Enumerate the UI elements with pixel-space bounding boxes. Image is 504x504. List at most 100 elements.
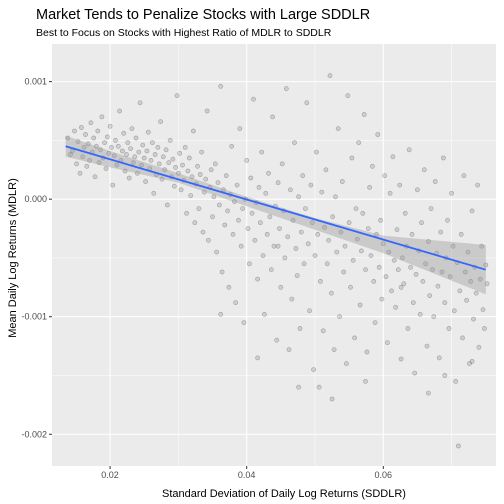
data-point (363, 267, 368, 273)
data-point (393, 304, 398, 310)
data-point (473, 290, 479, 296)
data-point (218, 83, 224, 89)
data-point (261, 311, 267, 317)
chart-subtitle: Best to Focus on Stocks with Highest Rat… (36, 27, 332, 39)
data-point (155, 144, 161, 150)
data-point (289, 296, 295, 302)
data-point (333, 194, 338, 200)
data-point (92, 174, 98, 180)
y-tick-label: 0.001 (24, 77, 47, 87)
data-point (158, 119, 163, 124)
data-point (466, 361, 472, 367)
data-point (364, 349, 370, 355)
data-point (468, 278, 474, 284)
data-point (389, 288, 394, 294)
data-point (215, 180, 221, 186)
data-point (259, 149, 265, 155)
data-point (457, 288, 463, 294)
data-point (319, 189, 325, 195)
data-point (95, 128, 101, 134)
data-point (124, 152, 129, 157)
data-point (287, 187, 293, 193)
data-point (425, 239, 431, 244)
data-point (328, 290, 334, 296)
data-point (252, 237, 258, 243)
data-point (255, 355, 260, 361)
data-point (277, 226, 282, 231)
data-point (225, 208, 230, 214)
data-point (77, 170, 83, 176)
data-point (275, 243, 281, 249)
data-point (234, 182, 240, 188)
data-point (190, 128, 196, 134)
data-point (233, 300, 239, 305)
data-point (74, 161, 79, 167)
data-point (365, 226, 371, 231)
x-tick-label: 0.04 (238, 470, 256, 480)
y-tick-label: 0.000 (24, 194, 47, 204)
data-point (148, 157, 154, 163)
data-point (304, 100, 310, 106)
data-point (211, 194, 217, 200)
data-point (226, 284, 232, 290)
data-point (271, 243, 277, 249)
data-point (308, 182, 314, 188)
data-point (255, 276, 260, 282)
data-point (326, 237, 331, 243)
data-point (84, 163, 90, 169)
data-point (414, 187, 420, 193)
data-point (460, 335, 465, 341)
data-point (450, 243, 456, 249)
data-point (458, 231, 464, 237)
data-point (481, 326, 487, 331)
data-point (230, 231, 236, 237)
data-point (330, 214, 336, 220)
data-point (331, 347, 337, 352)
data-point (245, 226, 251, 231)
data-point (427, 293, 433, 298)
data-point (268, 267, 274, 273)
data-point (374, 231, 379, 237)
data-point (334, 249, 340, 255)
data-point (296, 194, 301, 200)
data-point (412, 370, 418, 376)
data-point (399, 255, 405, 261)
data-point (431, 314, 437, 320)
data-point (338, 229, 344, 235)
data-point (342, 243, 348, 249)
data-point (178, 187, 184, 193)
data-point (122, 168, 128, 174)
data-point (484, 281, 490, 287)
data-point (428, 206, 434, 211)
data-point (363, 378, 368, 384)
data-point (398, 356, 404, 362)
data-point (141, 155, 147, 161)
data-point (65, 135, 71, 141)
data-point (99, 114, 105, 120)
data-point (103, 166, 109, 171)
data-point (368, 253, 374, 258)
data-point (152, 152, 158, 157)
data-point (106, 150, 112, 156)
data-point (477, 276, 483, 282)
data-point (87, 157, 92, 163)
data-point (290, 217, 296, 223)
data-point (238, 243, 244, 249)
data-point (241, 320, 247, 325)
data-point (126, 175, 132, 181)
data-point (195, 163, 200, 169)
data-point (312, 253, 318, 258)
data-point (442, 373, 448, 378)
data-point (189, 174, 195, 180)
data-point (378, 217, 383, 223)
data-point (469, 358, 475, 364)
data-point (251, 96, 256, 102)
data-point (451, 308, 457, 314)
data-point (162, 167, 168, 173)
data-point (246, 261, 252, 267)
data-point (79, 125, 84, 130)
data-point (219, 269, 225, 275)
data-point (384, 340, 390, 345)
data-point (286, 347, 292, 352)
data-point (104, 134, 110, 140)
